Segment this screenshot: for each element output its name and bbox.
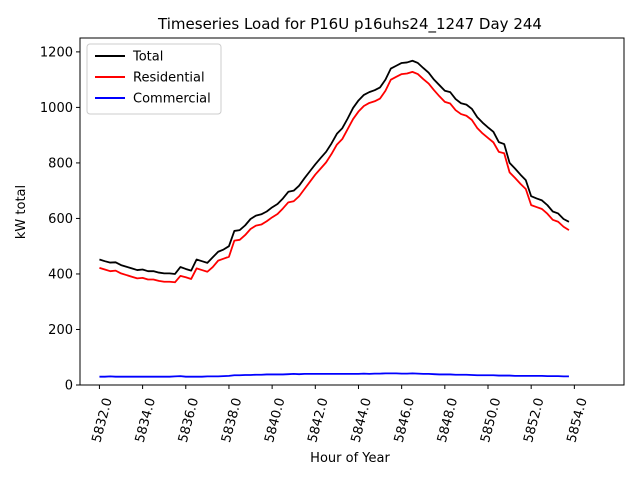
y-tick-label: 0 xyxy=(65,379,73,394)
legend-label-total: Total xyxy=(132,50,163,65)
y-axis-title: kW total xyxy=(14,185,29,239)
x-axis-title: Hour of Year xyxy=(310,451,390,466)
series-line-total xyxy=(99,59,570,275)
y-tick-label: 1200 xyxy=(40,45,73,60)
y-tick-label: 1000 xyxy=(40,101,73,116)
legend-box xyxy=(86,43,222,115)
series-line-commercial xyxy=(99,372,569,378)
y-tick-label: 200 xyxy=(48,323,73,338)
y-tick-label: 400 xyxy=(48,267,73,282)
legend-label-commercial: Commercial xyxy=(133,92,211,107)
chart-title: Timeseries Load for P16U p16uhs24_1247 D… xyxy=(157,15,542,34)
y-tick-label: 800 xyxy=(48,156,73,171)
legend: Total Residential Commercial xyxy=(86,43,222,115)
plot-area-frame xyxy=(79,37,625,386)
series-line-residential xyxy=(99,70,570,284)
y-tick-label: 600 xyxy=(48,212,73,227)
legend-label-residential: Residential xyxy=(133,71,205,86)
